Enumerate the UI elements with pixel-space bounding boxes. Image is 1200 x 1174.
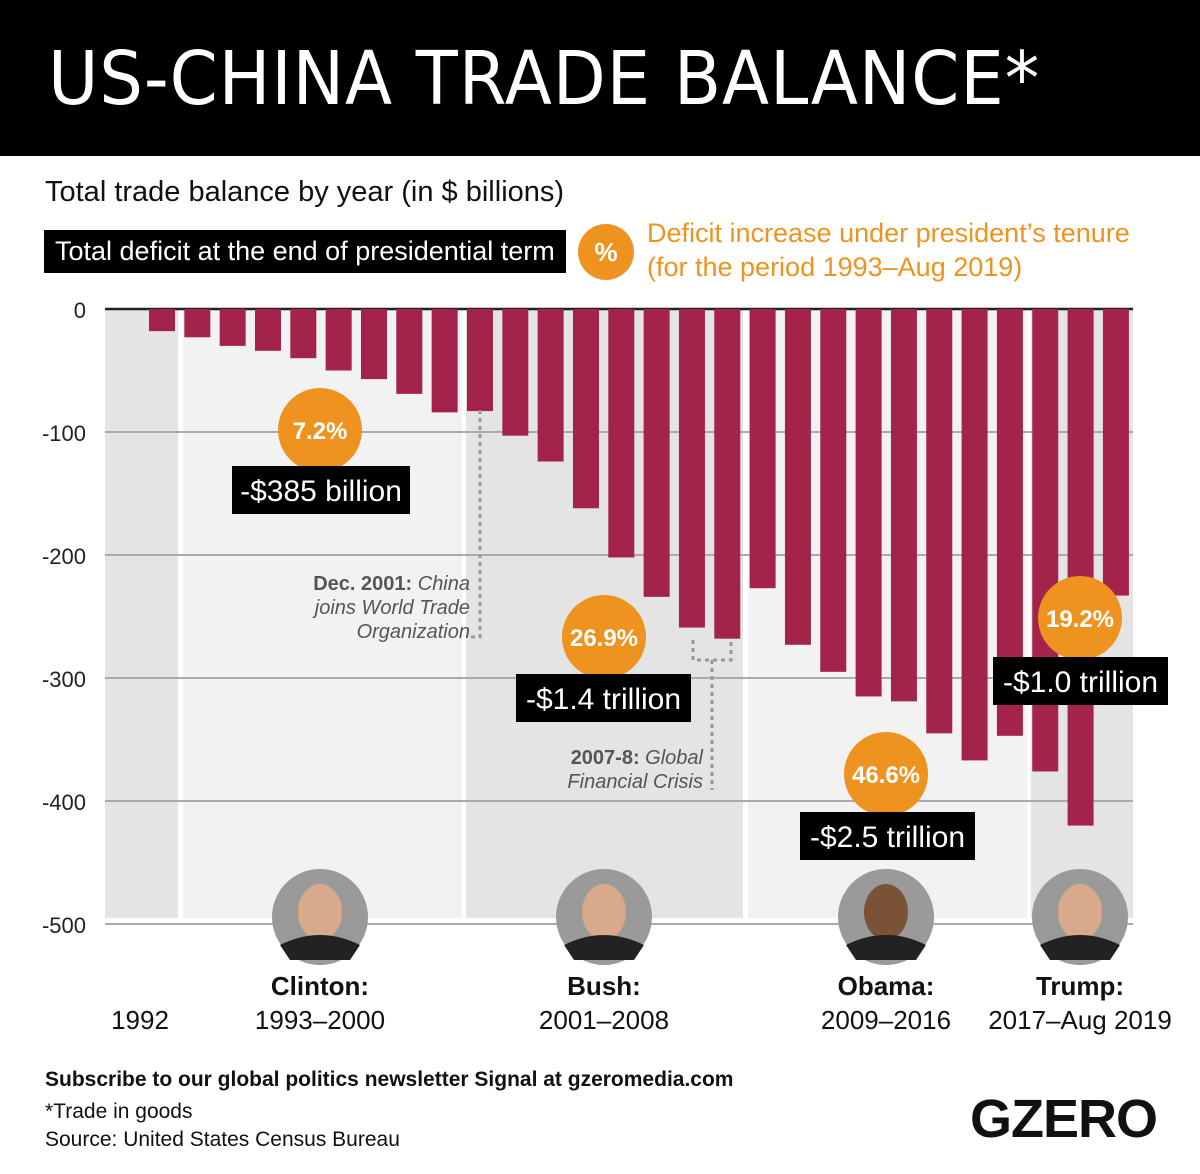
term-period: 1993–2000 — [255, 1005, 385, 1035]
bar-1994 — [219, 309, 246, 346]
total-label: -$2.5 trillion — [810, 821, 965, 854]
annotation: Dec. 2001: China joins World Trade Organiz… — [312, 573, 470, 643]
bar-1993 — [184, 309, 211, 338]
increase-label: 26.9% — [570, 625, 638, 652]
bar-2005 — [608, 309, 635, 558]
term-period: 2009–2016 — [821, 1005, 951, 1035]
bar-2013 — [890, 309, 917, 702]
bar-1996 — [290, 309, 317, 359]
bar-2003 — [537, 309, 564, 462]
y-tick-label: -100 — [42, 421, 86, 446]
wto-leader-line — [470, 410, 482, 639]
annotation-bold: 2007-8: — [571, 747, 640, 769]
y-tick-label: -300 — [42, 667, 86, 692]
increase-label: 7.2% — [293, 418, 348, 445]
annotation-text: Global — [640, 747, 704, 769]
annotation-text: China — [412, 573, 470, 595]
increase-circle — [278, 388, 362, 472]
annotation-line: Financial Crisis — [567, 771, 703, 793]
bush-portrait-face — [582, 884, 626, 940]
obama-portrait-face — [864, 884, 908, 940]
increase-label: 19.2% — [1046, 606, 1114, 633]
annotation-line: joins World Trade — [312, 597, 470, 619]
gzero-logo: GZERO — [970, 1089, 1158, 1149]
annotation-line: Dec. 2001: China — [313, 573, 470, 595]
bar-2019 — [1102, 309, 1129, 596]
title: US-CHINA TRADE BALANCE* — [48, 36, 1041, 122]
bar-2001 — [466, 309, 493, 412]
y-tick-label: 0 — [74, 298, 86, 323]
header: US-CHINA TRADE BALANCE* — [0, 0, 1200, 156]
legend-percent-line2: (for the period 1993–Aug 2019) — [647, 252, 1023, 282]
president-name: Clinton: — [271, 971, 369, 1001]
bar-1992 — [149, 309, 175, 332]
clinton-portrait-suit — [280, 935, 360, 960]
y-tick-label: -400 — [42, 790, 86, 815]
subtitle: Total trade balance by year (in $ billio… — [45, 176, 565, 208]
bar-1995 — [254, 309, 281, 351]
bar-2015 — [961, 309, 988, 761]
increase-circle — [1038, 576, 1122, 660]
total-label: -$1.4 trillion — [526, 683, 681, 716]
bar-2002 — [502, 309, 529, 436]
trump-portrait-suit — [1040, 935, 1120, 960]
total-box — [516, 674, 691, 722]
total-label: -$385 billion — [240, 475, 402, 508]
term-period: 2017–Aug 2019 — [988, 1005, 1172, 1035]
bar-1997 — [325, 309, 352, 371]
legend-deficit: Total deficit at the end of presidential… — [44, 230, 566, 273]
footnote: *Trade in goods — [45, 1100, 193, 1123]
annotation-line: Organization — [357, 621, 470, 643]
term-period: 2001–2008 — [539, 1005, 669, 1035]
trump-portrait-face — [1058, 884, 1102, 940]
annotation-bold: Dec. 2001: — [313, 573, 412, 595]
source: Source: United States Census Bureau — [45, 1128, 400, 1151]
bar-2009 — [749, 309, 776, 589]
clinton-portrait-face — [298, 884, 342, 940]
bar-2010 — [784, 309, 811, 645]
bar-2018 — [1067, 309, 1094, 826]
total-box — [232, 466, 410, 514]
president-name: Obama: — [838, 971, 935, 1001]
bar-2008 — [714, 309, 741, 639]
total-box — [993, 657, 1168, 705]
term-period: 1992 — [111, 1005, 169, 1035]
bar-1999 — [396, 309, 423, 394]
president-name: Trump: — [1036, 971, 1124, 1001]
bar-2007 — [678, 309, 705, 628]
bar-1998 — [360, 309, 387, 380]
bar-2011 — [820, 309, 847, 672]
total-label: -$1.0 trillion — [1003, 666, 1158, 699]
subscribe-text: Subscribe to our global politics newslet… — [45, 1068, 734, 1091]
legend-percent-icon: % — [578, 224, 634, 280]
term-shading — [105, 309, 178, 918]
legend-percent: Deficit increase under president’s tenur… — [647, 216, 1130, 284]
increase-circle — [562, 595, 646, 679]
legend-percent-line1: Deficit increase under president’s tenur… — [647, 218, 1130, 248]
president-name: Bush: — [567, 971, 641, 1001]
y-tick-label: -500 — [42, 913, 86, 938]
bar-2014 — [926, 309, 953, 734]
bush-portrait-suit — [564, 935, 644, 960]
crisis-leader-line — [691, 640, 733, 790]
y-tick-label: -200 — [42, 544, 86, 569]
bar-2012 — [855, 309, 882, 697]
bar-2004 — [572, 309, 599, 509]
increase-label: 46.6% — [852, 762, 920, 789]
obama-portrait-suit — [846, 935, 926, 960]
total-box — [800, 812, 975, 860]
annotation-line: 2007-8: Global — [571, 747, 704, 769]
bar-2006 — [643, 309, 670, 597]
increase-circle — [844, 732, 928, 816]
bar-2000 — [431, 309, 458, 413]
annotation: 2007-8: Global Financial Crisis — [567, 747, 703, 793]
